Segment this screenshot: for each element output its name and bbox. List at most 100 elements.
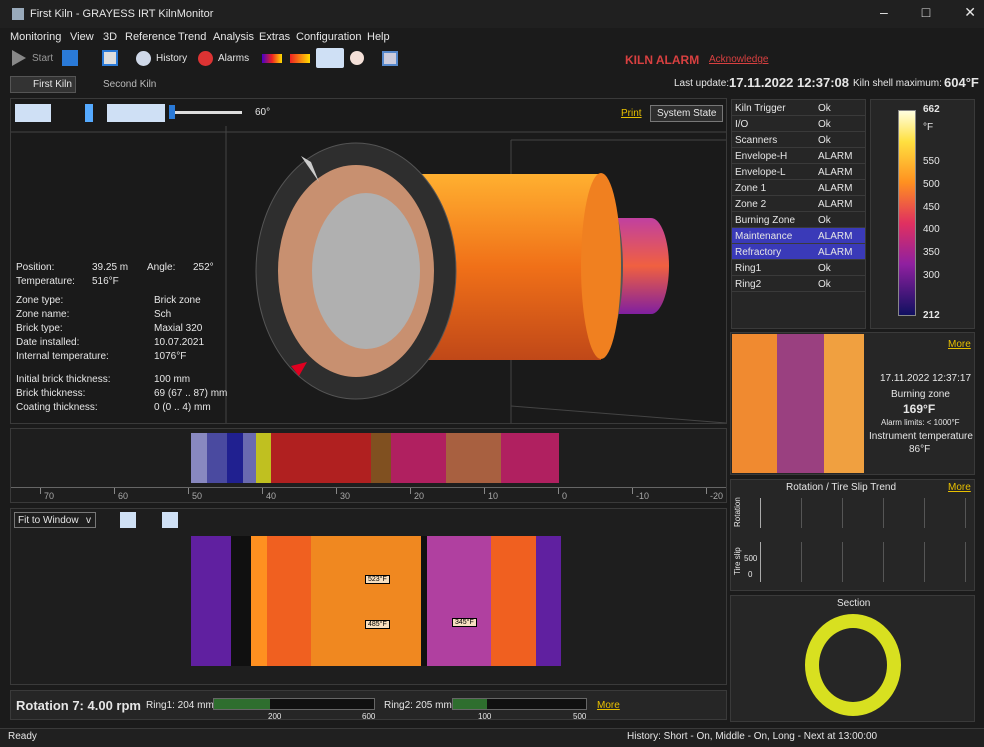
state-row <box>732 164 865 180</box>
scale-label: °F <box>923 122 934 133</box>
scan-label: 485°F <box>365 620 390 629</box>
state-row <box>732 212 865 228</box>
state-name: Zone 1 <box>735 183 767 194</box>
section-ring <box>805 614 901 716</box>
tire-slip-axis-label: Tire slip <box>733 547 742 575</box>
scan-label: 345°F <box>452 618 477 627</box>
scale-label: 400 <box>923 224 940 235</box>
system-state-button[interactable]: System State <box>650 105 724 122</box>
acknowledge-link[interactable]: Acknowledge <box>709 54 769 65</box>
start-button[interactable]: Start <box>32 53 54 64</box>
title-bar <box>0 0 984 28</box>
window-icon[interactable] <box>382 51 398 66</box>
menu-item[interactable]: Extras <box>259 31 291 43</box>
ring1-label: Ring1: 204 mm <box>146 700 214 711</box>
ruler-label: 20 <box>414 491 425 501</box>
menu-item[interactable]: Configuration <box>296 31 362 43</box>
scale-label: 350 <box>923 247 940 258</box>
scale-label: 550 <box>923 156 940 167</box>
info-label: Initial brick thickness: <box>16 374 111 385</box>
ring2-label: Ring2: 205 mm <box>384 700 452 711</box>
history-button[interactable]: History <box>156 53 188 64</box>
view-toolbar[interactable] <box>15 104 165 122</box>
menu-item[interactable]: View <box>70 31 94 43</box>
angle-value: 252° <box>193 262 214 273</box>
info-value: 0 (0 .. 4) mm <box>154 402 211 413</box>
rotation-plot <box>760 498 970 528</box>
ruler-label: 40 <box>266 491 277 501</box>
menu-item[interactable]: Trend <box>178 31 207 43</box>
view-toggle[interactable] <box>316 48 344 68</box>
stop-icon[interactable] <box>62 50 78 66</box>
ruler-tick <box>188 488 189 494</box>
state-row <box>732 100 865 116</box>
state-row <box>732 180 865 196</box>
camera-image <box>732 334 864 473</box>
zoom-option[interactable]: Fit to Window <box>18 515 79 526</box>
state-name: Refractory <box>735 247 782 258</box>
tab-label[interactable]: First Kiln <box>33 79 72 90</box>
state-row <box>732 260 865 276</box>
scan-image <box>191 536 561 666</box>
state-value: ALARM <box>818 183 853 194</box>
more-link[interactable]: More <box>597 700 620 711</box>
new-icon[interactable] <box>102 50 118 66</box>
kiln-alarm: KILN ALARM <box>625 53 700 67</box>
zoom-dropdown[interactable]: v <box>86 515 91 526</box>
menu-item[interactable]: 3D <box>103 31 118 43</box>
ruler-tick <box>632 488 633 494</box>
alarms-button[interactable]: Alarms <box>218 53 250 64</box>
status-bar <box>0 728 984 747</box>
trend-tick: 500 <box>744 554 758 563</box>
tab-label[interactable]: Second Kiln <box>103 79 157 90</box>
tab[interactable] <box>10 76 76 93</box>
state-name: Zone 2 <box>735 199 767 210</box>
view-icon[interactable] <box>350 51 364 65</box>
palette-icon[interactable] <box>262 54 282 63</box>
menu-item[interactable]: Monitoring <box>10 31 62 43</box>
print-link[interactable]: Print <box>621 108 642 119</box>
slider-thumb[interactable] <box>169 105 175 119</box>
info-label: Coating thickness: <box>16 402 98 413</box>
info-value: Sch <box>154 309 172 320</box>
more-link[interactable]: More <box>948 339 971 350</box>
state-value: Ok <box>818 263 831 274</box>
state-row <box>732 132 865 148</box>
info-value: 39.25 m <box>92 262 129 273</box>
color-scale-panel <box>870 99 975 329</box>
state-value: Ok <box>818 103 831 114</box>
ruler-tick <box>706 488 707 494</box>
ruler-tick <box>484 488 485 494</box>
ring1-tick: 200 <box>268 712 282 721</box>
state-value: ALARM <box>818 231 853 242</box>
ruler-label: 50 <box>192 491 203 501</box>
ruler-label: 0 <box>562 491 568 501</box>
alarms-icon[interactable] <box>198 51 213 66</box>
instrument-label: Instrument temperature <box>869 431 973 442</box>
info-label: Temperature: <box>16 276 75 287</box>
angle-slider[interactable] <box>170 111 242 114</box>
state-value: Ok <box>818 279 831 290</box>
scan-toolbar[interactable] <box>100 512 320 528</box>
state-value: Ok <box>818 135 831 146</box>
tire-slip-plot <box>760 542 970 582</box>
trend-title: Rotation / Tire Slip Trend <box>786 482 897 493</box>
zoom-select[interactable] <box>14 512 96 528</box>
state-name: Ring1 <box>735 263 762 274</box>
history-icon[interactable] <box>136 51 151 66</box>
more-link[interactable]: More <box>948 482 971 493</box>
menu-item[interactable]: Analysis <box>213 31 254 43</box>
angle-label: Angle: <box>147 262 176 273</box>
position-ruler: 70 60 50 40 30 20 10 0 -10 -20 <box>11 487 726 502</box>
info-label: Date installed: <box>16 337 80 348</box>
menu-item[interactable]: Reference <box>125 31 176 43</box>
state-name: I/O <box>735 119 749 130</box>
menu-item[interactable]: Help <box>367 31 390 43</box>
info-label: Zone type: <box>16 295 64 306</box>
window-controls[interactable]: –□✕ <box>880 4 976 20</box>
scale-label: 500 <box>923 179 940 190</box>
start-icon[interactable] <box>12 50 26 66</box>
shell-max-label: Kiln shell maximum: <box>853 78 942 89</box>
palette-icon[interactable] <box>290 54 310 63</box>
